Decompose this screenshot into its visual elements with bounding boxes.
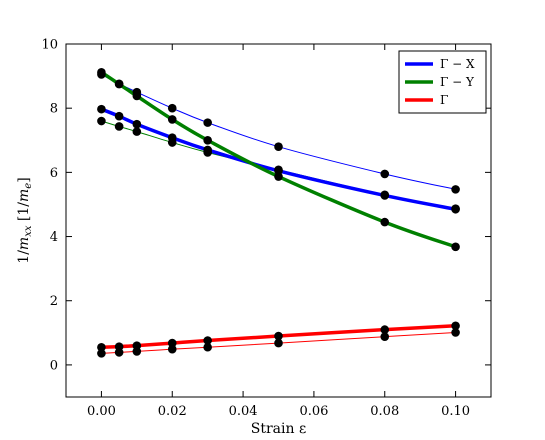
y-tick-label: 2 — [50, 294, 58, 309]
y-tick-labels: 0 2 4 6 8 10 — [41, 38, 58, 374]
y-tick-label: 6 — [50, 166, 58, 181]
data-point — [203, 135, 212, 145]
data-point — [380, 325, 390, 334]
y-tick-label: 10 — [41, 38, 58, 53]
y-tick-label: 0 — [50, 358, 58, 373]
data-point — [97, 342, 106, 352]
x-tick-label: 0.00 — [87, 404, 116, 419]
data-point — [114, 122, 124, 131]
data-point — [274, 331, 283, 341]
series-line-3 — [100, 120, 457, 210]
data-point — [274, 165, 283, 175]
data-point — [451, 204, 460, 213]
data-point — [203, 336, 212, 345]
y-label-sub2: e — [23, 183, 34, 189]
data-point — [167, 103, 177, 113]
data-point — [274, 142, 283, 151]
data-point — [114, 111, 124, 121]
data-point — [380, 190, 390, 200]
data-point — [203, 148, 212, 157]
data-point — [114, 348, 124, 357]
y-label-mid: [1/ — [16, 202, 32, 226]
x-tick-label: 0.08 — [370, 404, 399, 419]
x-tick-label: 0.04 — [229, 404, 258, 419]
data-point — [97, 116, 106, 126]
data-point — [380, 217, 390, 227]
y-axis-label: 1/mxx [1/me] — [16, 177, 34, 263]
data-point — [451, 321, 460, 331]
data-point — [451, 328, 460, 337]
plot-frame — [65, 43, 492, 398]
legend: Γ − X Γ − Y Γ — [398, 50, 487, 114]
data-point — [132, 91, 142, 101]
series-line-0 — [99, 107, 458, 212]
axis-ticks — [66, 43, 491, 397]
legend-label: Γ — [440, 93, 448, 107]
y-tick-label: 4 — [50, 230, 58, 245]
data-point — [132, 347, 142, 356]
data-point — [114, 79, 124, 89]
data-point — [97, 349, 106, 358]
y-tick-label: 8 — [50, 102, 58, 117]
y-label-post: ] — [16, 177, 32, 182]
data-point — [97, 67, 106, 77]
legend-label: Γ − X — [440, 57, 475, 71]
x-tick-label: 0.10 — [441, 404, 470, 419]
data-point — [132, 127, 142, 136]
data-point — [203, 342, 212, 352]
legend-label: Γ − Y — [440, 75, 475, 89]
data-point — [167, 338, 177, 348]
y-label-pre: 1/ — [16, 250, 32, 264]
data-point — [97, 104, 106, 114]
data-point — [203, 118, 212, 127]
data-point — [132, 119, 142, 129]
x-tick-label: 0.02 — [158, 404, 187, 419]
data-point — [274, 338, 283, 348]
plot-points — [97, 67, 460, 358]
x-tick-labels: 0.00 0.02 0.04 0.06 0.08 0.10 — [87, 404, 470, 419]
data-point — [380, 169, 390, 179]
data-point — [451, 242, 460, 252]
y-label-m: m — [16, 237, 32, 250]
data-point — [167, 344, 177, 354]
plot-lines — [99, 70, 458, 354]
data-point — [167, 115, 177, 124]
data-point — [451, 185, 460, 194]
y-label-m2: m — [16, 189, 32, 202]
data-point — [380, 332, 390, 341]
x-axis-label: Strain ε — [251, 421, 306, 437]
y-label-sub: xx — [23, 225, 34, 237]
x-tick-label: 0.06 — [299, 404, 328, 419]
data-point — [167, 138, 177, 147]
data-point — [274, 172, 283, 181]
